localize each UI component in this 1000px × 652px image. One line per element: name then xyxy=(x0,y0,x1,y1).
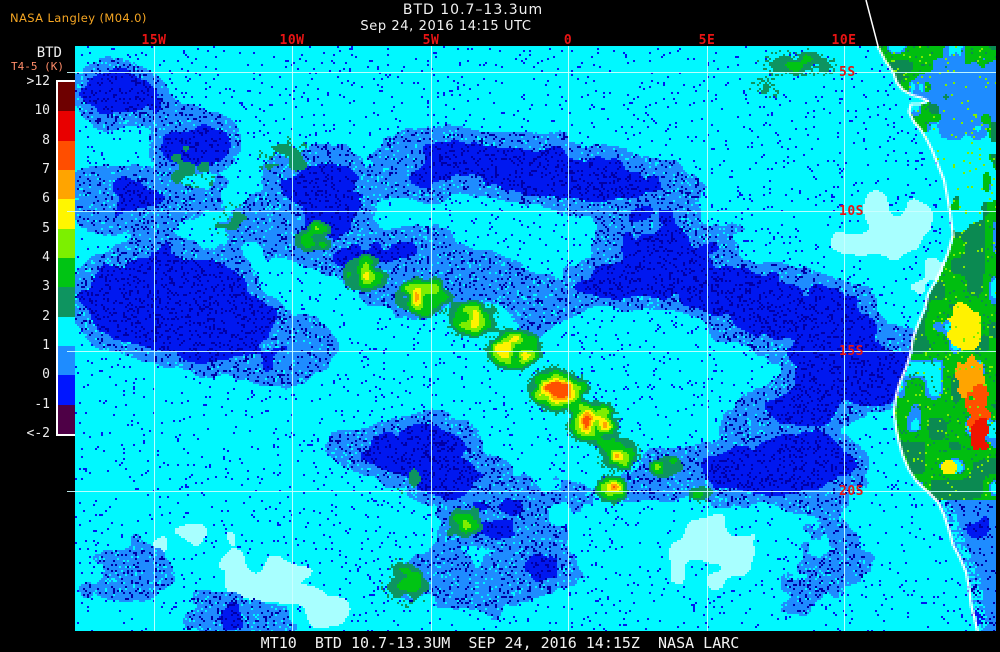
graticule-hline xyxy=(67,72,996,73)
color-scale-segment xyxy=(58,375,75,405)
lon-label: 5E xyxy=(698,33,716,48)
color-scale-segment xyxy=(58,169,75,200)
color-scale-tick-label: 6 xyxy=(42,191,50,207)
color-scale-segment xyxy=(58,228,75,258)
lat-label: 20S xyxy=(839,484,864,499)
color-scale-tick-label: 1 xyxy=(42,338,50,353)
lon-label: 0 xyxy=(563,33,573,48)
lat-label: 10S xyxy=(839,204,864,219)
map-frame xyxy=(75,46,996,631)
color-scale-segment xyxy=(58,111,75,141)
lon-label: 10E xyxy=(831,33,857,48)
graticule-vline xyxy=(568,46,569,631)
color-scale-tick-label: -1 xyxy=(34,396,50,412)
graticule-vline xyxy=(154,46,155,631)
color-scale-tick-label: >12 xyxy=(26,74,50,89)
graticule-hline xyxy=(67,491,996,492)
lon-label: 5W xyxy=(422,33,440,48)
lon-label: 10W xyxy=(279,33,305,48)
datetime-label: Sep 24, 2016 14:15 UTC xyxy=(360,19,532,34)
color-scale-segment xyxy=(58,287,75,317)
color-scale-tick-label: 0 xyxy=(42,367,50,383)
graticule-hline xyxy=(67,211,996,212)
color-scale-tick-label: 8 xyxy=(42,132,50,148)
page-title: BTD 10.7–13.3um xyxy=(402,2,544,18)
graticule-vline xyxy=(292,46,293,631)
color-scale-segment xyxy=(58,199,75,229)
brand-label: NASA Langley (M04.0) xyxy=(10,11,147,25)
color-scale-tick-label: 2 xyxy=(42,308,50,324)
color-scale-tick-label: 7 xyxy=(42,162,50,177)
footer-caption: MT10 BTD 10.7-13.3UM SEP 24, 2016 14:15Z… xyxy=(260,634,740,652)
graticule-hline xyxy=(67,351,996,352)
color-scale-tick-label: <-2 xyxy=(26,426,50,441)
color-scale-tick-label: 4 xyxy=(42,250,50,265)
color-scale-tick-label: 10 xyxy=(34,103,50,119)
color-scale-segment xyxy=(58,257,75,288)
legend-title: BTD xyxy=(36,45,62,61)
legend-units: T4-5 (K) xyxy=(11,60,64,73)
color-scale-segment xyxy=(58,316,75,346)
lat-label: 15S xyxy=(839,344,864,359)
color-scale-segment xyxy=(58,404,75,434)
btd-satellite-map xyxy=(75,46,996,631)
color-scale-segment xyxy=(58,345,75,376)
color-scale-tick-label: 3 xyxy=(42,279,50,295)
graticule-vline xyxy=(431,46,432,631)
graticule-vline xyxy=(707,46,708,631)
lat-label: 5S xyxy=(839,65,856,80)
coastline-extension xyxy=(865,0,879,46)
color-scale-segment xyxy=(58,140,75,170)
color-scale-tick-label: 5 xyxy=(42,220,50,236)
color-scale-bar xyxy=(56,80,77,436)
graticule-vline xyxy=(844,46,845,631)
lon-label: 15W xyxy=(141,33,167,48)
color-scale-segment xyxy=(58,82,75,112)
